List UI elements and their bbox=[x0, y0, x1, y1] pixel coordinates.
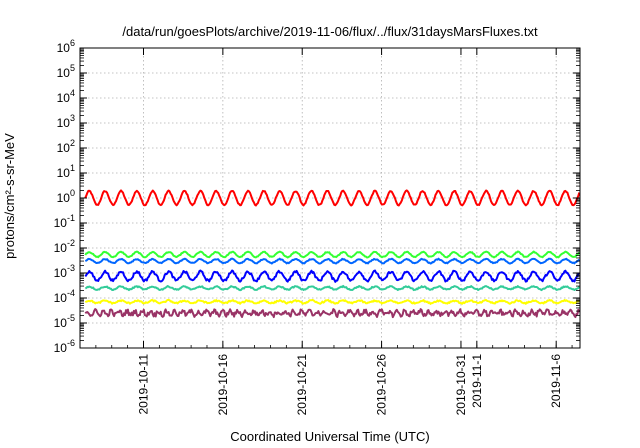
x-axis-title: Coordinated Universal Time (UTC) bbox=[230, 429, 429, 444]
y-axis-title: protons/cm²-s-sr-MeV bbox=[2, 133, 17, 259]
x-tick-label: 2019-10-16 bbox=[216, 354, 230, 416]
x-axis: 2019-10-11 2019-10-16 2019-10-21 2019-10-26… bbox=[95, 48, 573, 416]
y-tick-label: 10-2 bbox=[54, 238, 75, 255]
x-tick-label: 2019-11-1 bbox=[470, 354, 484, 408]
y-tick-label: 106 bbox=[57, 38, 75, 55]
y-tick-label: 10-3 bbox=[54, 263, 75, 280]
y-tick-label: 10-6 bbox=[54, 338, 75, 355]
series-line bbox=[85, 284, 581, 292]
x-tick-label: 2019-10-31 bbox=[454, 354, 468, 416]
grid bbox=[80, 48, 580, 348]
y-tick-label: 103 bbox=[57, 113, 75, 130]
x-tick-label: 2019-10-21 bbox=[295, 354, 309, 416]
y-tick-label: 104 bbox=[57, 88, 75, 105]
series-line bbox=[84, 298, 580, 305]
y-tick-label: 105 bbox=[57, 63, 75, 80]
y-tick-label: 10-4 bbox=[54, 288, 75, 305]
y-tick-label: 101 bbox=[57, 163, 75, 180]
y-tick-label: 10-5 bbox=[54, 313, 75, 330]
y-axis: 10-6 10-5 10-4 10-3 10-2 10-1 100 101 102 103 104 1… bbox=[54, 38, 580, 355]
series-line bbox=[84, 257, 581, 265]
series-line bbox=[84, 250, 581, 259]
chart-title: /data/run/goesPlots/archive/2019-11-06/f… bbox=[122, 24, 538, 39]
y-tick-label: 100 bbox=[57, 188, 75, 205]
series-line bbox=[84, 308, 581, 319]
x-tick-label: 2019-11-6 bbox=[549, 354, 563, 408]
y-tick-label: 102 bbox=[57, 138, 75, 155]
x-tick-label: 2019-10-11 bbox=[136, 354, 150, 415]
x-tick-label: 2019-10-26 bbox=[375, 354, 389, 416]
y-tick-label: 10-1 bbox=[54, 213, 75, 230]
series-line bbox=[84, 269, 580, 283]
series-group bbox=[84, 189, 581, 319]
series-line bbox=[84, 189, 581, 207]
